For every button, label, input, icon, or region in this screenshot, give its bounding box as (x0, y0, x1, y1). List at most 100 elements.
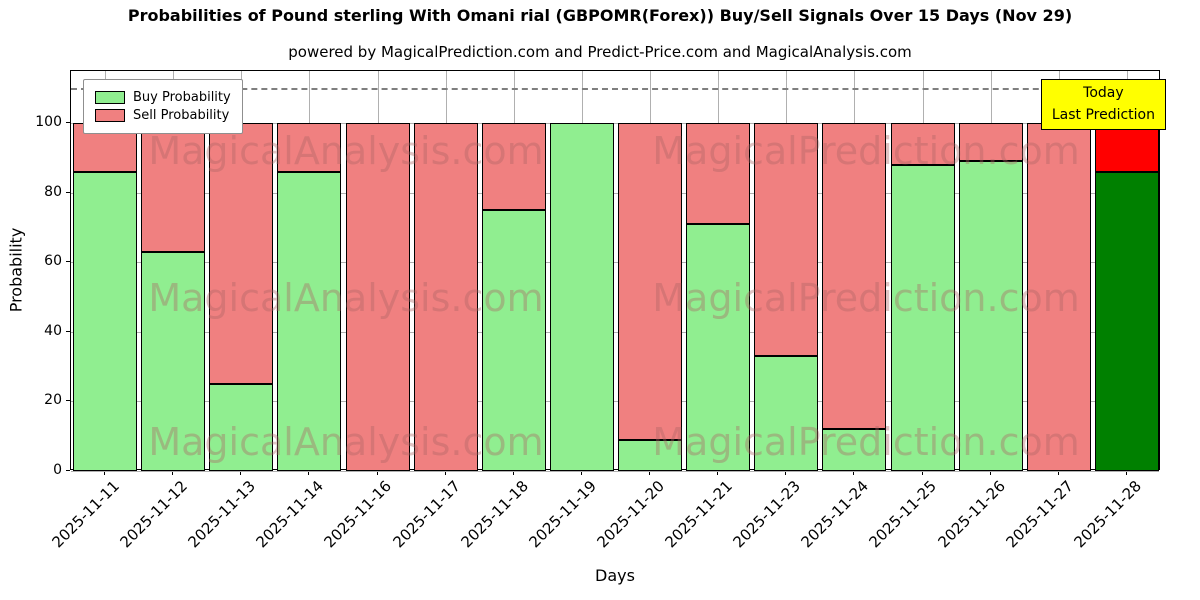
watermark-text: MagicalAnalysis.com (148, 129, 544, 173)
x-tick-mark (1125, 471, 1127, 475)
x-tick-mark (512, 471, 514, 475)
y-gridline (71, 262, 1159, 264)
bar-sell-segment (754, 123, 819, 357)
x-tick-mark (580, 471, 582, 475)
today-annotation-box: Today Last Prediction (1040, 79, 1166, 131)
x-tick-label: 2025-11-20 (593, 477, 668, 552)
bar-sell-segment (686, 123, 751, 225)
watermark-text: MagicalPrediction.com (652, 420, 1080, 464)
x-tick-mark (649, 471, 651, 475)
x-tick-mark (921, 471, 923, 475)
bar-sell-segment (1094, 123, 1159, 172)
legend-label-buy: Buy Probability (133, 90, 231, 105)
y-gridline (71, 192, 1159, 194)
x-tick-mark (308, 471, 310, 475)
x-tick-label: 2025-11-24 (797, 477, 873, 552)
bar-buy-segment (1094, 171, 1159, 471)
x-tick-label: 2025-11-23 (729, 477, 805, 552)
y-axis-label: Probability (6, 227, 26, 313)
x-tick-mark (444, 471, 446, 475)
x-tick-label: 2025-11-13 (184, 477, 260, 552)
x-tick-label: 2025-11-12 (116, 477, 191, 552)
bar-sell-segment (141, 123, 206, 252)
prediction-guide-line (71, 88, 1159, 91)
x-tick-mark (785, 471, 787, 475)
y-tick-label: 80 (44, 183, 62, 200)
bar-sell-segment (890, 123, 955, 165)
y-tick-mark (66, 330, 70, 332)
legend-item-buy: Buy Probability (95, 90, 231, 105)
x-tick-mark (172, 471, 174, 475)
x-tick-label: 2025-11-11 (48, 477, 123, 552)
bar-buy-segment (481, 210, 546, 471)
y-tick-mark (66, 470, 70, 471)
bar-sell-segment (481, 123, 546, 211)
bar-buy-segment (277, 171, 342, 471)
bar-buy-segment (549, 123, 614, 471)
x-tick-mark (376, 471, 378, 475)
y-tick-mark (66, 122, 70, 124)
legend: Buy Probability Sell Probability (83, 79, 243, 134)
legend-swatch-buy (95, 91, 125, 104)
y-tick-mark (66, 191, 70, 193)
bar-sell-segment (958, 123, 1023, 162)
x-tick-mark (240, 471, 242, 475)
y-tick-label: 0 (53, 462, 62, 478)
x-tick-label: 2025-11-18 (457, 477, 532, 552)
x-tick-mark (104, 471, 106, 475)
bar-buy-segment (141, 251, 206, 471)
legend-swatch-sell (95, 109, 125, 122)
chart-subtitle: powered by MagicalPrediction.com and Pre… (288, 43, 912, 61)
y-gridline (71, 471, 1159, 472)
bar-sell-segment (209, 123, 274, 385)
bar-buy-segment (754, 356, 819, 471)
plot-area: Buy Probability Sell Probability Today L… (70, 70, 1166, 472)
y-gridline (71, 401, 1159, 403)
y-gridline (71, 331, 1159, 333)
bar-sell-segment (1026, 123, 1091, 471)
x-tick-label: 2025-11-26 (934, 477, 1009, 552)
x-tick-label: 2025-11-17 (389, 477, 464, 552)
x-tick-mark (1057, 471, 1059, 475)
bar-buy-segment (209, 384, 274, 471)
watermark-text: MagicalAnalysis.com (148, 420, 544, 464)
y-tick-mark (66, 400, 70, 402)
watermark-text: MagicalPrediction.com (652, 276, 1080, 320)
x-axis-label: Days (595, 566, 635, 585)
bar-sell-segment (822, 123, 887, 430)
x-tick-label: 2025-11-27 (1002, 477, 1077, 552)
bar-buy-segment (73, 171, 138, 471)
x-tick-label: 2025-11-28 (1070, 477, 1145, 552)
bar-sell-segment (277, 123, 342, 172)
x-tick-label: 2025-11-19 (525, 477, 600, 552)
x-tick-mark (853, 471, 855, 475)
y-tick-label: 20 (44, 392, 62, 409)
x-tick-label: 2025-11-14 (252, 477, 328, 552)
x-tick-mark (717, 471, 719, 475)
bar-buy-segment (686, 224, 751, 471)
y-tick-label: 40 (44, 322, 62, 339)
watermark-text: MagicalAnalysis.com (148, 276, 544, 320)
bar-buy-segment (618, 439, 683, 471)
legend-label-sell: Sell Probability (133, 108, 230, 123)
bar-buy-segment (890, 164, 955, 471)
bar-sell-segment (618, 123, 683, 440)
x-tick-mark (989, 471, 991, 475)
y-tick-label: 100 (35, 114, 62, 131)
bar-buy-segment (958, 161, 1023, 471)
y-tick-mark (66, 261, 70, 263)
x-tick-label: 2025-11-16 (320, 477, 396, 552)
y-gridline (71, 123, 1159, 125)
bar-sell-segment (413, 123, 478, 471)
bar-sell-segment (345, 123, 410, 471)
chart-title: Probabilities of Pound sterling With Oma… (127, 6, 1073, 25)
y-tick-label: 60 (44, 253, 62, 270)
annotation-line-1: Today (1083, 85, 1124, 101)
legend-item-sell: Sell Probability (95, 108, 231, 123)
watermark-text: MagicalPrediction.com (652, 129, 1080, 173)
x-tick-label: 2025-11-25 (865, 477, 941, 552)
annotation-line-2: Last Prediction (1051, 106, 1155, 123)
x-tick-label: 2025-11-21 (661, 477, 736, 552)
bar-buy-segment (822, 429, 887, 471)
